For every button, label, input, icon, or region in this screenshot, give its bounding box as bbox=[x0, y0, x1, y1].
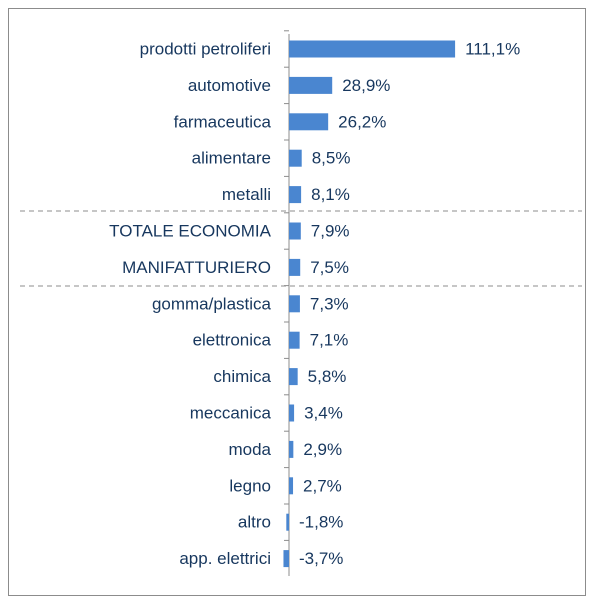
category-label: metalli bbox=[222, 185, 271, 204]
bar bbox=[289, 76, 333, 94]
category-label: TOTALE ECONOMIA bbox=[109, 221, 272, 240]
bar bbox=[289, 368, 298, 386]
value-label: -1,8% bbox=[299, 513, 343, 532]
category-label: elettronica bbox=[193, 331, 272, 350]
value-label: 7,9% bbox=[311, 221, 350, 240]
value-label: 2,7% bbox=[303, 476, 342, 495]
value-label: 5,8% bbox=[308, 367, 347, 386]
category-label: prodotti petroliferi bbox=[140, 39, 271, 58]
frame bbox=[8, 8, 586, 596]
value-label: 8,1% bbox=[311, 185, 350, 204]
bar bbox=[283, 550, 289, 568]
value-label: 7,5% bbox=[310, 258, 349, 277]
bar bbox=[289, 440, 294, 458]
bar bbox=[286, 513, 289, 531]
value-label: 26,2% bbox=[338, 112, 386, 131]
bar bbox=[289, 222, 301, 240]
value-label: 3,4% bbox=[304, 403, 343, 422]
bar bbox=[289, 331, 300, 349]
bar bbox=[289, 113, 329, 131]
value-label: 8,5% bbox=[312, 149, 351, 168]
value-label: 7,1% bbox=[310, 331, 349, 350]
value-label: 7,3% bbox=[310, 294, 349, 313]
value-label: -3,7% bbox=[299, 549, 343, 568]
category-label: altro bbox=[238, 513, 271, 532]
bar bbox=[289, 477, 294, 495]
category-label: legno bbox=[229, 476, 271, 495]
value-label: 28,9% bbox=[342, 76, 390, 95]
bar bbox=[289, 186, 302, 204]
category-label: chimica bbox=[213, 367, 271, 386]
value-label: 2,9% bbox=[303, 440, 342, 459]
bar bbox=[289, 295, 300, 313]
category-label: gomma/plastica bbox=[152, 294, 272, 313]
bar bbox=[289, 404, 295, 422]
category-label: moda bbox=[228, 440, 271, 459]
bar bbox=[289, 40, 456, 58]
category-label: alimentare bbox=[192, 149, 271, 168]
category-label: meccanica bbox=[190, 403, 272, 422]
bar bbox=[289, 258, 301, 276]
bar bbox=[289, 149, 302, 167]
category-label: MANIFATTURIERO bbox=[122, 258, 271, 277]
category-label: automotive bbox=[188, 76, 271, 95]
category-label: farmaceutica bbox=[174, 112, 272, 131]
value-label: 111,1% bbox=[465, 39, 520, 58]
category-label: app. elettrici bbox=[179, 549, 271, 568]
